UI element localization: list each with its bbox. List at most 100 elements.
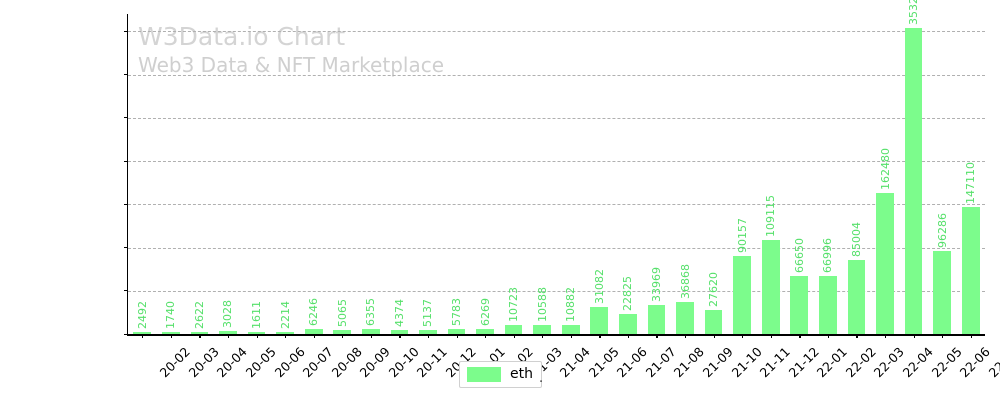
bar[interactable] (276, 331, 294, 334)
y-axis-tick-mark (124, 290, 128, 292)
gridline (128, 247, 985, 249)
bar[interactable] (819, 276, 837, 334)
bar-value-label: 3028 (221, 300, 235, 329)
bar-value-label: 36868 (678, 264, 692, 300)
x-axis-tick-label: 20-08 (328, 344, 365, 381)
bar[interactable] (761, 239, 780, 334)
gridline (128, 161, 985, 163)
bar[interactable] (219, 331, 237, 334)
x-axis-tick-mark (313, 334, 315, 338)
bar[interactable] (333, 329, 352, 334)
bar-value-label: 22825 (621, 276, 635, 312)
bar[interactable] (447, 329, 466, 334)
x-axis-tick-mark (485, 334, 487, 338)
x-axis-tick-label: 21-09 (699, 344, 736, 381)
legend-trailing-marker: . (539, 371, 544, 386)
x-axis-tick-mark (742, 334, 744, 338)
bar[interactable] (961, 206, 980, 334)
bar-value-label: 10723 (507, 286, 521, 322)
x-axis-tick-label: 22-05 (928, 344, 965, 381)
legend-label-eth: eth (510, 366, 533, 382)
gridline (128, 290, 985, 292)
bar[interactable] (704, 310, 723, 334)
bar[interactable] (476, 328, 494, 334)
x-axis-tick-label: 21-11 (756, 344, 794, 381)
x-axis-tick-mark (342, 334, 344, 338)
bar-value-label: 96286 (935, 212, 949, 248)
x-axis-tick-mark (542, 334, 544, 338)
bar[interactable] (190, 331, 209, 334)
x-axis-tick-mark (142, 334, 144, 338)
bar[interactable] (676, 302, 694, 334)
bar[interactable] (304, 328, 323, 334)
y-axis-tick-mark (124, 203, 128, 205)
bar[interactable] (790, 276, 809, 334)
x-axis-tick-label: 22-04 (899, 344, 936, 381)
bar[interactable] (590, 307, 609, 334)
x-axis-tick-mark (770, 334, 772, 338)
bar-value-label: 2214 (278, 300, 292, 329)
y-axis-tick-mark (124, 74, 128, 76)
bar[interactable] (419, 329, 437, 334)
x-axis-tick-mark (627, 334, 630, 338)
x-axis-tick-mark (970, 334, 972, 338)
bar-value-label: 2622 (192, 300, 206, 329)
bar-value-label: 90157 (735, 218, 749, 254)
y-axis-tick-mark (124, 160, 128, 162)
bar-value-label: 2492 (135, 300, 149, 329)
bar[interactable] (904, 28, 923, 334)
x-axis-tick-mark (885, 334, 887, 338)
x-axis-tick-label: 20-10 (385, 344, 422, 381)
bar[interactable] (847, 260, 866, 334)
bar-value-label: 66650 (792, 238, 806, 274)
bar-value-label: 27620 (707, 272, 721, 308)
x-axis-tick-mark (685, 334, 687, 338)
x-axis-tick-mark (856, 334, 858, 338)
bar[interactable] (247, 331, 266, 334)
legend-swatch-eth (467, 367, 501, 382)
bar[interactable] (161, 331, 180, 334)
x-axis-tick-mark (656, 334, 658, 338)
x-axis-tick-mark (913, 334, 915, 338)
x-axis-tick-label: 22-02 (842, 344, 879, 381)
bar[interactable] (361, 328, 380, 334)
x-axis-tick-mark (427, 334, 430, 338)
x-axis-tick-label: 21-06 (613, 344, 651, 381)
x-axis-tick-mark (199, 334, 201, 338)
x-axis-tick-mark (799, 334, 801, 338)
bar-value-label: 4374 (392, 299, 406, 328)
bar[interactable] (876, 193, 894, 334)
bar-value-label: 33969 (649, 266, 663, 302)
x-axis-tick-label: 22-03 (871, 344, 908, 381)
x-axis-tick-mark (713, 334, 715, 338)
y-axis-tick-mark (124, 117, 128, 119)
bar[interactable] (533, 324, 552, 334)
bar[interactable] (504, 324, 523, 334)
bar[interactable] (390, 330, 409, 334)
bar[interactable] (647, 304, 666, 334)
bar-value-label: 31082 (592, 269, 606, 305)
y-axis-tick-mark (124, 333, 128, 335)
bar[interactable] (561, 324, 580, 334)
x-axis-tick-label: 21-10 (728, 344, 765, 381)
bar[interactable] (933, 250, 951, 334)
bar[interactable] (619, 314, 637, 334)
x-axis-tick-mark (227, 334, 230, 338)
bar[interactable] (133, 331, 152, 334)
legend[interactable]: eth (459, 361, 542, 388)
bar-value-label: 147110 (964, 161, 978, 204)
bar-value-label: 85004 (849, 222, 863, 258)
x-axis-tick-mark (285, 334, 287, 338)
x-axis-tick-label: 20-11 (414, 344, 451, 381)
bar-value-label: 109115 (764, 194, 778, 237)
x-axis-tick-label: 20-09 (356, 344, 394, 381)
bar-value-label: 1611 (250, 300, 264, 329)
x-axis-tick-mark (170, 334, 173, 338)
bar[interactable] (733, 256, 752, 334)
y-axis-tick-mark (124, 30, 128, 32)
x-axis-tick-mark (370, 334, 372, 338)
x-axis-tick-label: 20-04 (214, 344, 251, 381)
x-axis-tick-mark (513, 334, 515, 338)
x-axis-tick-mark (456, 334, 458, 338)
x-axis-tick-label: 22-06 (956, 344, 994, 381)
